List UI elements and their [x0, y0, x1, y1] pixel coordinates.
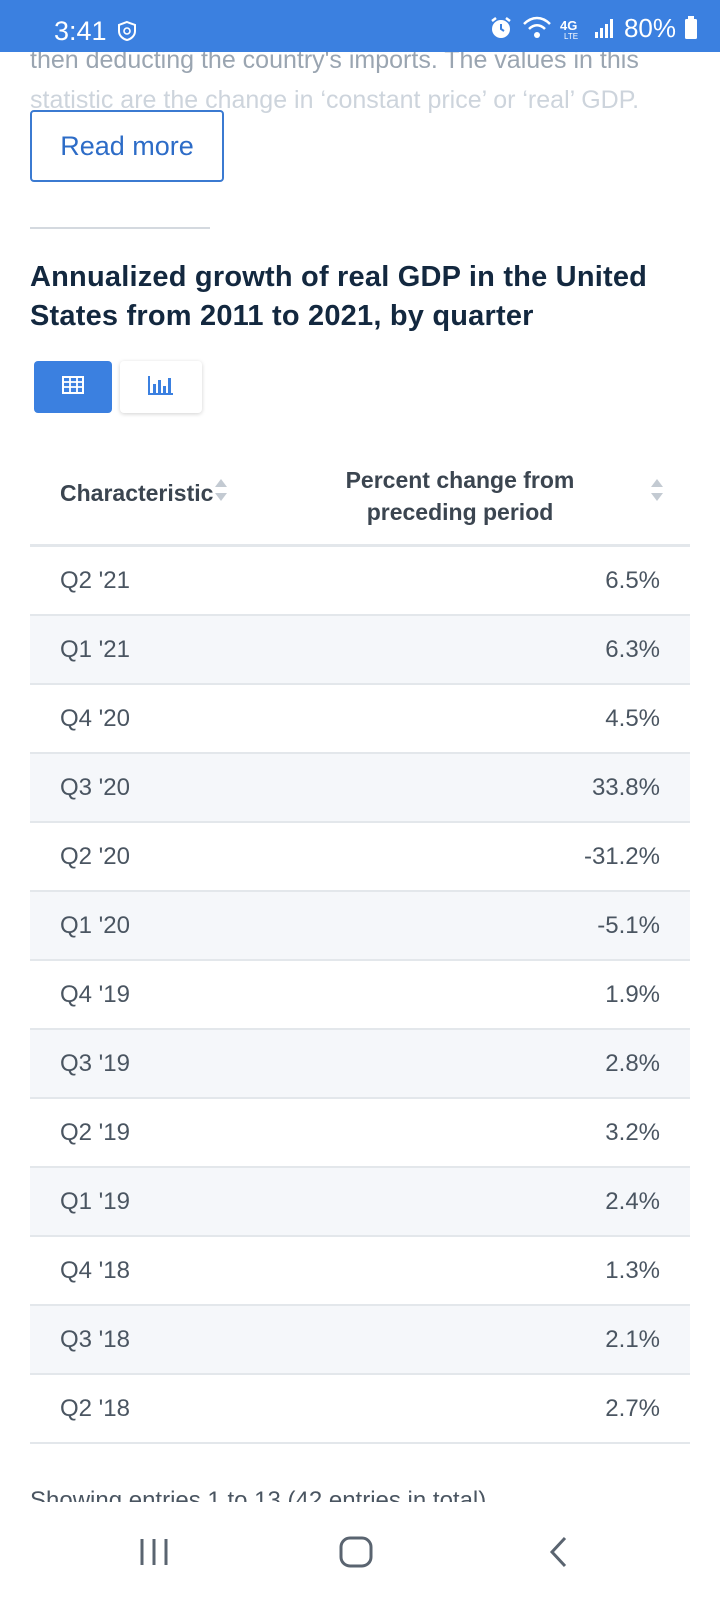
alarm-icon	[488, 15, 514, 41]
table-row: Q4 '18 1.3%	[30, 1237, 690, 1306]
page-title: Annualized growth of real GDP in the Uni…	[30, 261, 648, 332]
row-characteristic: Q4 '19	[60, 981, 130, 1008]
status-time: 3:41	[54, 16, 107, 46]
row-characteristic: Q2 '19	[60, 1119, 130, 1146]
signal-icon	[594, 17, 616, 39]
table-row: Q1 '19 2.4%	[30, 1168, 690, 1237]
svg-text:LTE: LTE	[564, 32, 578, 40]
row-characteristic: Q3 '18	[60, 1326, 130, 1353]
sort-icon[interactable]	[214, 477, 228, 503]
table-row: Q3 '20 33.8%	[30, 754, 690, 823]
row-characteristic: Q3 '19	[60, 1050, 130, 1077]
battery-icon	[684, 16, 698, 40]
row-characteristic: Q1 '19	[60, 1188, 130, 1215]
table-icon	[62, 375, 84, 399]
entries-count: Showing entries 1 to 13 (42 entries in t…	[30, 1488, 487, 1502]
status-bar: 3:41 4G LTE 80%	[0, 0, 720, 52]
shield-icon	[116, 20, 138, 42]
column-header-percent-change[interactable]: Percent change from preceding period	[345, 467, 575, 525]
row-characteristic: Q4 '20	[60, 705, 130, 732]
row-characteristic: Q4 '18	[60, 1257, 130, 1284]
row-percent-change: 2.4%	[605, 1188, 660, 1215]
sort-icon[interactable]	[650, 477, 664, 503]
row-percent-change: 33.8%	[591, 774, 660, 801]
intro-line-2: statistic are the change in ‘constant pr…	[30, 86, 640, 114]
column-header-characteristic[interactable]: Characteristic	[60, 480, 214, 506]
read-more-button[interactable]: Read more	[30, 110, 224, 182]
table-row: Q2 '20 -31.2%	[30, 823, 690, 892]
network-4g-icon: 4G LTE	[560, 16, 586, 40]
data-table: Characteristic Percent change from prece…	[30, 450, 690, 1444]
home-icon	[338, 1535, 374, 1574]
wifi-icon	[522, 16, 552, 40]
row-percent-change: 3.2%	[605, 1119, 660, 1146]
table-row: Q1 '20 -5.1%	[30, 892, 690, 961]
row-percent-change: 1.3%	[605, 1257, 660, 1284]
row-characteristic: Q1 '21	[60, 636, 130, 663]
row-percent-change: -5.1%	[597, 912, 660, 939]
battery-percent: 80%	[623, 12, 676, 43]
recent-apps-icon	[138, 1537, 170, 1572]
row-characteristic: Q2 '18	[60, 1395, 130, 1422]
table-row: Q3 '19 2.8%	[30, 1030, 690, 1099]
table-row: Q2 '19 3.2%	[30, 1099, 690, 1168]
table-body: Q2 '21 6.5% Q1 '21 6.3% Q4 '20 4.5% Q3 '20 33.8…	[30, 547, 690, 1444]
recent-apps-button[interactable]	[124, 1530, 184, 1578]
row-percent-change: 2.1%	[605, 1326, 660, 1353]
row-characteristic: Q2 '21	[60, 567, 130, 594]
row-percent-change: 2.7%	[605, 1395, 660, 1422]
row-percent-change: 6.3%	[605, 636, 660, 663]
table-row: Q3 '18 2.1%	[30, 1306, 690, 1375]
table-row: Q4 '20 4.5%	[30, 685, 690, 754]
status-icons: 4G LTE 80%	[488, 12, 698, 43]
table-row: Q4 '19 1.9%	[30, 961, 690, 1030]
row-characteristic: Q2 '20	[60, 843, 130, 870]
table-header: Characteristic Percent change from prece…	[30, 450, 690, 547]
svg-text:4G: 4G	[560, 18, 577, 33]
table-row: Q2 '18 2.7%	[30, 1375, 690, 1444]
row-characteristic: Q1 '20	[60, 912, 130, 939]
row-percent-change: 2.8%	[605, 1050, 660, 1077]
divider	[30, 227, 210, 229]
row-percent-change: 6.5%	[605, 567, 660, 594]
row-percent-change: 1.9%	[605, 981, 660, 1008]
row-percent-change: 4.5%	[605, 705, 660, 732]
table-row: Q2 '21 6.5%	[30, 547, 690, 616]
table-view-button[interactable]	[34, 361, 112, 413]
intro-text: then deducting the country's imports. Th…	[30, 40, 690, 120]
home-button[interactable]	[326, 1530, 386, 1578]
bar-chart-icon	[148, 375, 174, 400]
back-button[interactable]	[528, 1530, 588, 1578]
view-toggle	[34, 361, 202, 413]
table-row: Q1 '21 6.3%	[30, 616, 690, 685]
row-characteristic: Q3 '20	[60, 774, 130, 801]
navigation-bar	[0, 1508, 720, 1600]
back-icon	[547, 1535, 569, 1574]
row-percent-change: -31.2%	[583, 843, 660, 870]
chart-view-button[interactable]	[120, 361, 202, 413]
